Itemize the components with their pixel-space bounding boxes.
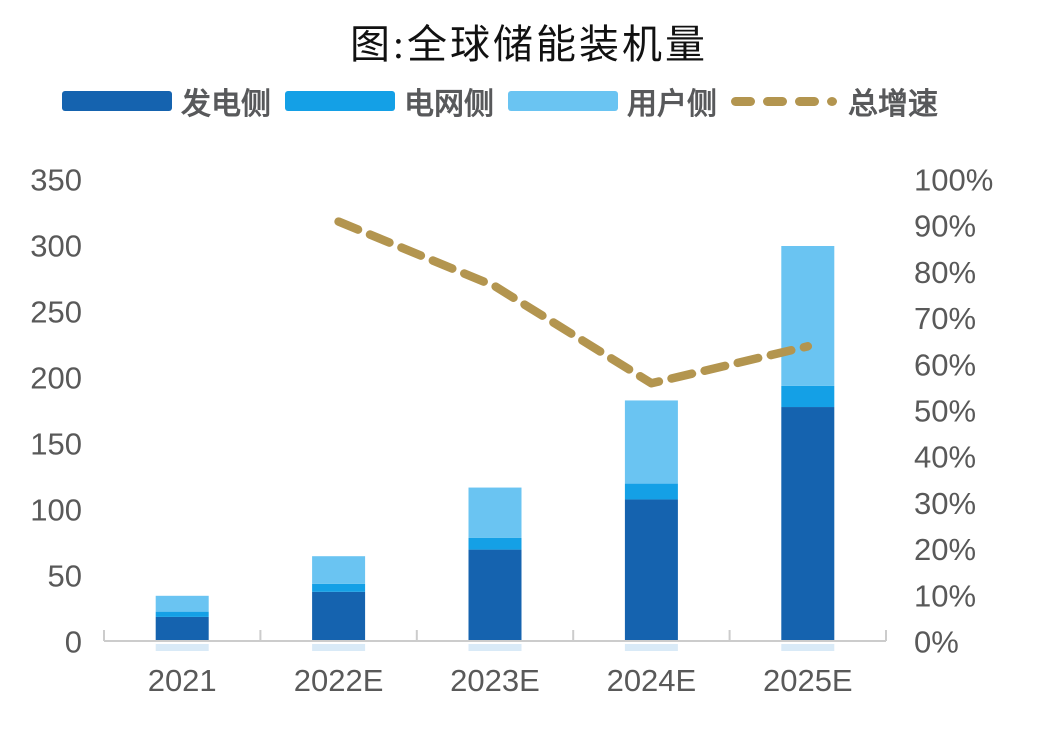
bar-segment-电网侧 [155,611,209,617]
bar-reflection [624,644,678,651]
bar-segment-电网侧 [312,583,366,592]
bar-segment-用户侧 [624,400,678,484]
y-axis-right-tick-label: 90% [914,209,976,244]
growth-rate-line [334,217,813,388]
bar-segment-发电侧 [468,549,522,642]
y-axis-right-tick-label: 40% [914,440,976,475]
legend-item: 总增速 [731,79,938,123]
x-axis-category-label: 2024E [607,663,697,698]
bar-segment-发电侧 [624,499,678,642]
y-axis-right-tick-label: 20% [914,532,976,567]
y-axis-left-tick-label: 50 [48,559,82,594]
x-axis-category-label: 2021 [148,663,217,698]
y-axis-right-tick-label: 70% [914,301,976,336]
legend-label: 总增速 [848,88,938,121]
y-axis-left-tick-label: 350 [30,163,82,198]
legend-label: 用户侧 [627,88,717,121]
bar-segment-用户侧 [781,246,835,386]
x-axis-category-label: 2022E [294,663,384,698]
bar-reflection [468,644,522,651]
chart-legend: 发电侧 电网侧 用户侧 总增速 [62,86,952,121]
bar-segment-电网侧 [624,483,678,500]
legend-label: 电网侧 [404,88,494,121]
bar-segment-用户侧 [155,595,209,612]
y-axis-right-tick-label: 80% [914,255,976,290]
legend-swatch [62,91,172,111]
legend-swatch [508,91,618,111]
y-axis-left-tick-label: 200 [30,361,82,396]
bar-segment-电网侧 [781,385,835,408]
y-axis-left-tick-label: 0 [65,625,82,660]
bar-reflection [312,644,366,651]
y-axis-right-tick-label: 10% [914,578,976,613]
y-axis-right-tick-label: 60% [914,347,976,382]
bar-segment-用户侧 [468,487,522,538]
legend-label: 发电侧 [181,88,271,121]
bar-segment-发电侧 [781,407,835,642]
legend-item: 发电侧 [62,79,271,123]
x-axis-category-label: 2025E [763,663,853,698]
bar-segment-发电侧 [312,591,366,642]
bar-reflection [155,644,209,651]
dash-icon [731,96,755,106]
y-axis-right-tick-label: 50% [914,394,976,429]
bar-segment-电网侧 [468,537,522,550]
y-axis-left-tick-label: 100 [30,493,82,528]
legend-item: 用户侧 [508,79,717,123]
y-axis-left-tick-label: 300 [30,229,82,264]
y-axis-right-tick-label: 30% [914,486,976,521]
chart-title: 图:全球储能装机量 [349,22,709,67]
dot-icon [827,96,837,106]
bar-segment-用户侧 [312,556,366,584]
dash-icon [795,96,819,106]
y-axis-left-tick-label: 150 [30,427,82,462]
x-axis-category-label: 2023E [450,663,540,698]
bar-reflection [781,644,835,651]
y-axis-right-tick-label: 100% [914,163,993,198]
legend-swatch [285,91,395,111]
legend-dashed-line-swatch [731,96,839,106]
y-axis-right-tick-label: 0% [914,625,959,660]
legend-item: 电网侧 [285,79,494,123]
bar-segment-发电侧 [155,616,209,642]
y-axis-left-tick-label: 250 [30,295,82,330]
dash-icon [763,96,787,106]
